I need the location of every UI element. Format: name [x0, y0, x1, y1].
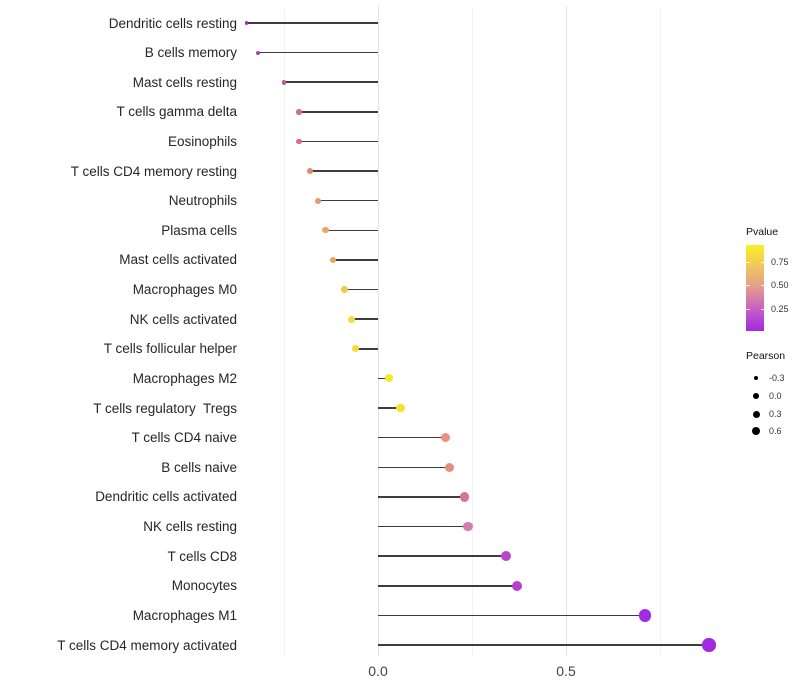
lollipop-stem	[378, 644, 709, 646]
category-label: T cells CD4 memory resting	[70, 163, 237, 179]
data-point	[385, 374, 394, 383]
category-label: Dendritic cells activated	[95, 489, 237, 505]
pvalue-colorbar	[746, 245, 764, 331]
gridline-minor	[284, 6, 285, 656]
lollipop-stem	[378, 614, 645, 617]
category-label: T cells gamma delta	[116, 104, 237, 120]
lollipop-stem	[310, 170, 378, 172]
lollipop-stem	[378, 466, 450, 469]
colorbar-tick-label: 0.50	[771, 280, 789, 290]
data-point	[296, 138, 302, 145]
plot-panel	[243, 6, 792, 656]
data-point	[444, 462, 454, 472]
colorbar-tick	[746, 285, 750, 286]
category-label: T cells regulatory Tregs	[93, 400, 237, 416]
lollipop-stem	[378, 585, 518, 587]
data-point	[396, 403, 405, 413]
category-label: Plasma cells	[161, 222, 237, 238]
lollipop-stem	[355, 348, 378, 350]
lollipop-stem	[378, 496, 465, 498]
data-point	[296, 109, 302, 115]
lollipop-stem	[246, 22, 378, 24]
lollipop-stem	[284, 81, 378, 83]
gridline-major	[378, 6, 379, 656]
pearson-size-label: 0.6	[769, 426, 782, 436]
data-point	[702, 638, 716, 652]
lollipop-stem	[325, 229, 378, 232]
lollipop-stem	[378, 525, 469, 528]
colorbar-tick	[760, 309, 764, 310]
category-label: Macrophages M2	[132, 370, 237, 386]
category-label: Mast cells resting	[132, 74, 237, 90]
category-label: Mast cells activated	[119, 252, 237, 268]
colorbar-tick-label: 0.75	[771, 257, 789, 267]
category-label: Dendritic cells resting	[108, 15, 237, 31]
data-point	[281, 79, 287, 85]
pearson-size-label: 0.0	[769, 391, 782, 401]
category-label: T cells CD4 naive	[131, 430, 237, 446]
category-label: Neutrophils	[168, 193, 237, 209]
data-point	[255, 50, 260, 55]
gridline-major	[566, 6, 567, 656]
data-point	[638, 609, 652, 622]
category-label: B cells memory	[144, 45, 237, 61]
lollipop-stem	[378, 407, 401, 409]
data-point	[322, 227, 329, 234]
lollipop-stem	[378, 436, 446, 439]
lollipop-stem	[378, 377, 390, 380]
x-tick-label: 0.0	[368, 663, 388, 679]
data-point	[500, 551, 511, 562]
x-axis-tick-labels: 0.0 0.5	[0, 663, 800, 683]
category-label: Macrophages M0	[132, 282, 237, 298]
gridline-minor	[660, 6, 661, 656]
pearson-size-label: -0.3	[769, 373, 785, 383]
data-point	[511, 580, 523, 591]
lollipop-stem	[299, 111, 378, 113]
colorbar-tick	[760, 285, 764, 286]
category-label: NK cells resting	[143, 519, 237, 535]
category-label: Macrophages M1	[132, 607, 237, 623]
legend-pearson: Pearson	[746, 350, 785, 362]
category-label: Monocytes	[171, 578, 237, 594]
data-point	[340, 286, 348, 293]
legend-pearson-title: Pearson	[746, 350, 786, 362]
data-point	[351, 345, 359, 353]
y-axis-labels: Dendritic cells resting B cells memory Mas…	[0, 6, 237, 656]
category-label: B cells naive	[161, 459, 237, 475]
data-point	[459, 492, 470, 502]
category-label: Eosinophils	[167, 133, 237, 149]
pearson-size-dot	[752, 410, 760, 418]
colorbar-tick-label: 0.25	[771, 304, 789, 314]
lollipop-stem	[332, 259, 378, 261]
category-label: T cells CD8	[167, 548, 237, 564]
colorbar-tick	[760, 262, 764, 263]
pearson-size-dot	[751, 426, 761, 436]
category-label: NK cells activated	[129, 311, 237, 327]
lollipop-stem	[299, 140, 378, 143]
colorbar-tick	[746, 309, 750, 310]
data-point	[348, 315, 356, 323]
x-tick-label: 0.5	[556, 663, 576, 679]
data-point	[329, 256, 337, 264]
data-point	[244, 21, 249, 25]
colorbar-tick	[746, 262, 750, 263]
lollipop-stem	[351, 318, 378, 320]
data-point	[463, 521, 473, 532]
lollipop-stem	[344, 288, 378, 291]
category-label: T cells follicular helper	[103, 341, 237, 357]
pearson-size-label: 0.3	[769, 409, 782, 419]
category-label: T cells CD4 memory activated	[57, 637, 237, 653]
lollipop-stem	[317, 199, 378, 202]
legend-pvalue-title: Pvalue	[746, 226, 779, 238]
lollipop-stem	[378, 555, 506, 557]
legend-pvalue: Pvalue	[746, 226, 778, 238]
data-point	[314, 197, 321, 204]
data-point	[307, 168, 314, 174]
data-point	[441, 433, 451, 443]
gridline-minor	[472, 6, 473, 656]
lollipop-stem	[257, 51, 378, 54]
pearson-size-dot	[753, 393, 759, 399]
pearson-size-dot	[754, 376, 758, 380]
